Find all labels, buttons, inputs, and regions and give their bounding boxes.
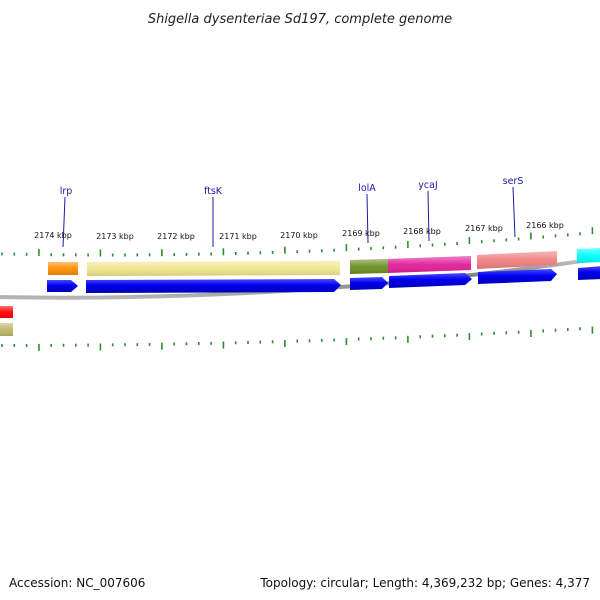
kbp-label-2166: 2166 kbp — [526, 221, 564, 230]
kbp-label-2171: 2171 kbp — [219, 232, 257, 241]
feature-lrp — [48, 262, 78, 275]
feature-lola — [350, 259, 388, 274]
kbp-label-2167: 2167 kbp — [465, 224, 503, 233]
cds-arrow-next — [578, 266, 600, 280]
gene-label-lola: lolA — [358, 183, 376, 194]
kbp-label-2172: 2172 kbp — [157, 232, 195, 241]
cds-arrow-ycaj — [389, 273, 472, 288]
gene-leader-lines — [62, 186, 516, 248]
cds-arrow-lrp — [47, 280, 78, 292]
feature-ftsk — [87, 261, 340, 276]
feature-left-khaki — [0, 323, 13, 336]
cds-arrow-ftsk — [86, 279, 341, 293]
kbp-label-2170: 2170 kbp — [280, 231, 318, 240]
map-title: Shigella dysenteriae Sd197, complete gen… — [148, 12, 452, 27]
outer-tick-row — [1, 227, 594, 257]
cds-arrow-sers — [478, 269, 557, 284]
genome-summary-text: Topology: circular; Length: 4,369,232 bp… — [259, 576, 590, 590]
cds-track — [47, 266, 600, 293]
feature-ycaj — [388, 256, 471, 273]
kbp-label-2169: 2169 kbp — [342, 229, 380, 238]
gene-label-lrp: lrp — [60, 186, 73, 197]
kbp-label-2168: 2168 kbp — [403, 227, 441, 236]
kbp-label-2174: 2174 kbp — [34, 231, 72, 240]
gene-label-ycaj: ycaJ — [418, 180, 437, 191]
gene-label-sers: serS — [503, 176, 524, 187]
cds-arrow-lola — [350, 277, 388, 290]
gene-label-ftsk: ftsK — [204, 186, 223, 197]
inner-tick-row — [1, 326, 594, 351]
feature-next-cyan — [577, 248, 600, 263]
feature-sers — [477, 251, 557, 269]
feature-track — [0, 248, 600, 336]
feature-left-red — [0, 306, 13, 318]
accession-text: Accession: NC_007606 — [9, 576, 145, 590]
kbp-label-2173: 2173 kbp — [96, 232, 134, 241]
